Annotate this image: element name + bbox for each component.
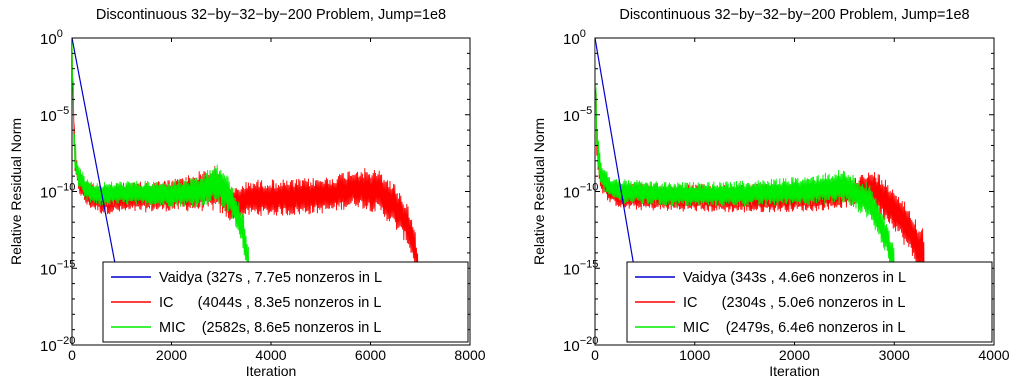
y-tick-exponent: −5	[57, 105, 70, 117]
legend-label-mic: MIC (2582s, 8.6e5 nonzeros in L	[159, 320, 381, 336]
y-tick-exponent: −5	[580, 105, 593, 117]
y-tick-exponent: −15	[580, 258, 599, 270]
y-axis-label: Relative Residual Norm	[531, 118, 547, 265]
y-tick-base: 10	[40, 338, 57, 355]
y-tick-label: 10−20	[40, 335, 75, 355]
y-tick-base: 10	[40, 31, 57, 48]
legend: Vaidya (343s , 4.6e6 nonzeros in L IC (23…	[626, 261, 993, 343]
y-tick-base: 10	[563, 108, 580, 125]
y-tick-exponent: −10	[580, 182, 599, 194]
y-tick-label: 100	[40, 28, 63, 48]
legend: Vaidya (327s , 7.7e5 nonzeros in L IC (40…	[102, 261, 469, 343]
legend-label-mic: MIC (2479s, 6.4e6 nonzeros in L	[683, 320, 905, 336]
legend-label-ic: IC (2304s , 5.0e6 nonzeros in L	[683, 295, 905, 311]
legend-box	[626, 261, 993, 343]
chart-title: Discontinuous 32−by−32−by−200 Problem, J…	[619, 7, 969, 23]
y-tick-base: 10	[563, 31, 580, 48]
series-line-vaidya	[595, 38, 638, 284]
y-tick-label: 10−15	[40, 258, 75, 278]
x-tick-label: 6000	[355, 347, 386, 363]
plot-series-group	[72, 38, 419, 300]
chart-panel-2: 0 1000 2000 3000 400010010−510−1010−1510−20D…	[531, 7, 1010, 379]
chart-title: Discontinuous 32−by−32−by−200 Problem, J…	[96, 7, 446, 23]
y-tick-base: 10	[563, 261, 580, 278]
x-tick-label: 1000	[679, 347, 710, 363]
x-tick-label: 0	[68, 347, 76, 363]
legend-box	[102, 261, 469, 343]
x-axis-label: Iteration	[769, 363, 820, 379]
x-tick-label: 4000	[978, 347, 1009, 363]
x-tick-label: 4000	[255, 347, 286, 363]
y-tick-base: 10	[40, 261, 57, 278]
y-tick-base: 10	[40, 108, 57, 125]
y-tick-base: 10	[563, 338, 580, 355]
x-axis-label: Iteration	[246, 363, 297, 379]
y-tick-base: 10	[563, 185, 580, 202]
y-tick-label: 10−5	[40, 105, 69, 125]
y-tick-label: 100	[563, 28, 586, 48]
chart-panel-1: 0 2000 4000 6000 800010010−510−1010−1510−20D…	[8, 7, 486, 379]
y-tick-label: 10−15	[563, 258, 598, 278]
x-tick-label: 0	[591, 347, 599, 363]
legend-label-vaidya: Vaidya (343s , 4.6e6 nonzeros in L	[683, 270, 906, 286]
x-tick-label: 2000	[156, 347, 187, 363]
y-tick-exponent: −20	[580, 335, 599, 347]
x-tick-label: 8000	[454, 347, 485, 363]
series-line-mic	[72, 38, 250, 276]
series-line-vaidya	[72, 38, 123, 300]
series-line-mic	[595, 40, 895, 284]
legend-label-vaidya: Vaidya (327s , 7.7e5 nonzeros in L	[159, 270, 382, 286]
y-tick-exponent: −20	[57, 335, 76, 347]
x-tick-label: 2000	[779, 347, 810, 363]
y-tick-base: 10	[40, 185, 57, 202]
x-tick-label: 3000	[879, 347, 910, 363]
y-tick-label: 10−10	[40, 182, 75, 202]
legend-label-ic: IC (4044s , 8.3e5 nonzeros in L	[159, 295, 381, 311]
y-tick-label: 10−10	[563, 182, 598, 202]
y-tick-exponent: 0	[580, 28, 586, 40]
y-tick-label: 10−5	[563, 105, 592, 125]
plot-series-group	[595, 38, 925, 284]
y-tick-exponent: −10	[57, 182, 76, 194]
y-axis-label: Relative Residual Norm	[8, 118, 24, 265]
y-tick-exponent: 0	[57, 28, 63, 40]
y-tick-exponent: −15	[57, 258, 76, 270]
y-tick-label: 10−20	[563, 335, 598, 355]
